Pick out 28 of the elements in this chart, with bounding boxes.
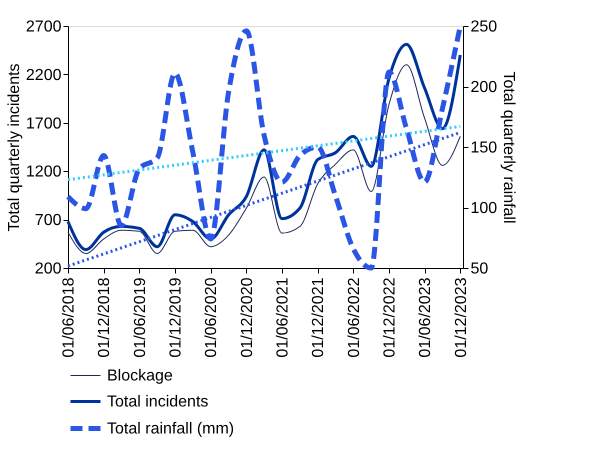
y-tick-label: 2700 xyxy=(26,18,62,36)
x-tick-label: 01/12/2022 xyxy=(382,277,398,358)
x-tick-label: 01/06/2018 xyxy=(60,277,78,358)
x-tick-label: 01/12/2020 xyxy=(238,277,256,358)
y-tick-label: 1700 xyxy=(26,115,62,132)
y-tick-label: 200 xyxy=(34,260,62,278)
x-tick-label: 01/12/2023 xyxy=(452,277,470,358)
legend-label: Blockage xyxy=(107,368,173,384)
x-tick-label: 01/06/2022 xyxy=(346,277,363,358)
y2-tick-label: 100 xyxy=(470,200,498,217)
x-tick-label: 01/06/2021 xyxy=(274,277,292,358)
x-tick-label: 01/12/2019 xyxy=(168,277,184,358)
y2-tick-label: 50 xyxy=(470,260,488,278)
x-tick-label: 01/06/2020 xyxy=(203,277,220,358)
y-tick-label: 1200 xyxy=(26,164,62,181)
y-tick-label: 2200 xyxy=(26,66,62,84)
legend-label: Total rainfall (mm) xyxy=(107,420,234,438)
x-tick-label: 01/12/2018 xyxy=(96,277,114,358)
y-axis-title: Total quarterly incidents xyxy=(6,63,23,232)
legend-label: Total incidents xyxy=(107,394,208,410)
y2-axis-title: Total quarterly rainfall xyxy=(500,71,518,224)
y-tick-label: 700 xyxy=(34,212,62,230)
x-tick-label: 01/12/2021 xyxy=(310,277,328,358)
y2-tick-label: 150 xyxy=(470,140,498,156)
x-tick-label: 01/06/2023 xyxy=(417,277,434,358)
y2-tick-label: 250 xyxy=(470,18,498,36)
y2-tick-label: 200 xyxy=(470,79,498,96)
x-tick-label: 01/06/2019 xyxy=(132,277,149,358)
